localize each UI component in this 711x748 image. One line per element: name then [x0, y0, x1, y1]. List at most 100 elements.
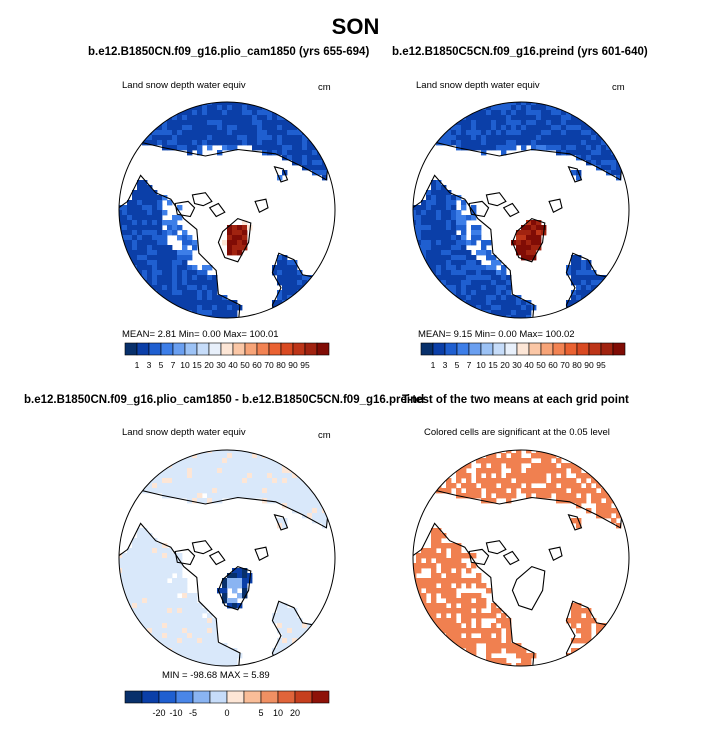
grid-cell	[606, 628, 612, 634]
colorbar-box	[528, 342, 542, 356]
grid-cell	[297, 638, 303, 644]
grid-cell	[302, 628, 308, 634]
grid-cell	[137, 483, 143, 489]
grid-cell	[317, 658, 323, 664]
grid-cell	[272, 150, 278, 156]
grid-cell	[611, 638, 617, 644]
grid-cell	[142, 240, 148, 246]
coastline	[413, 522, 535, 666]
colorbar-tick-label: 10	[273, 708, 283, 718]
grid-cell	[127, 105, 133, 111]
grid-cell	[431, 265, 437, 271]
grid-cell	[481, 468, 487, 474]
grid-cell	[476, 135, 482, 141]
grid-cell	[132, 483, 138, 489]
grid-cell	[451, 225, 457, 231]
grid-cell	[421, 628, 427, 634]
grid-cell	[536, 140, 542, 146]
grid-cell	[152, 603, 158, 609]
grid-cell	[127, 265, 133, 271]
grid-cell	[466, 633, 472, 639]
grid-cell	[267, 130, 273, 136]
grid-cell	[426, 120, 432, 126]
grid-cell	[297, 102, 303, 106]
grid-cell	[576, 450, 582, 454]
grid-cell	[431, 473, 437, 479]
grid-cell	[481, 275, 487, 281]
grid-cell	[252, 130, 258, 136]
grid-cell	[506, 290, 512, 296]
colorbar-box	[196, 342, 210, 356]
grid-cell	[142, 120, 148, 126]
grid-cell	[292, 105, 298, 111]
grid-cell	[287, 285, 293, 291]
grid-cell	[327, 468, 333, 474]
grid-cell	[242, 453, 248, 459]
grid-cell	[551, 125, 557, 131]
grid-cell	[232, 603, 238, 609]
grid-cell	[282, 102, 288, 106]
grid-cell	[119, 638, 123, 644]
grid-cell	[461, 310, 467, 316]
grid-cell	[177, 463, 183, 469]
grid-cell	[277, 618, 283, 624]
grid-cell	[431, 543, 437, 549]
grid-cell	[421, 215, 427, 221]
grid-cell	[152, 553, 158, 559]
grid-cell	[297, 653, 303, 659]
grid-cell	[167, 453, 173, 459]
grid-cell	[212, 643, 218, 649]
colorbar-box	[552, 342, 566, 356]
grid-cell	[516, 105, 522, 111]
grid-cell	[476, 315, 482, 318]
grid-cell	[421, 598, 427, 604]
grid-cell	[496, 115, 502, 121]
grid-cell	[207, 130, 213, 136]
grid-cell	[292, 290, 298, 296]
grid-cell	[157, 450, 163, 454]
grid-cell	[581, 125, 587, 131]
grid-cell	[531, 110, 537, 116]
grid-cell	[212, 623, 218, 629]
grid-cell	[192, 618, 198, 624]
grid-cell	[157, 548, 163, 554]
grid-cell	[446, 653, 452, 659]
grid-cell	[257, 120, 263, 126]
grid-cell	[122, 463, 128, 469]
grid-cell	[626, 300, 629, 306]
grid-cell	[471, 613, 477, 619]
grid-cell	[431, 563, 437, 569]
grid-cell	[591, 305, 597, 311]
grid-cell	[521, 230, 527, 236]
grid-cell	[601, 115, 607, 121]
grid-cell	[541, 493, 547, 499]
grid-cell	[461, 135, 467, 141]
colorbar-box	[277, 690, 296, 704]
grid-cell	[441, 200, 447, 206]
grid-cell	[312, 290, 318, 296]
grid-cell	[297, 150, 303, 156]
grid-cell	[262, 110, 268, 116]
grid-cell	[207, 105, 213, 111]
grid-cell	[132, 658, 138, 664]
grid-cell	[157, 453, 163, 459]
grid-cell	[421, 110, 427, 116]
grid-cell	[119, 315, 123, 318]
grid-cell	[147, 190, 153, 196]
grid-cell	[481, 628, 487, 634]
grid-cell	[242, 488, 248, 494]
grid-cell	[446, 618, 452, 624]
grid-cell	[446, 453, 452, 459]
grid-cell	[242, 593, 248, 599]
grid-cell	[197, 150, 203, 156]
grid-cell	[122, 618, 128, 624]
grid-cell	[611, 140, 617, 146]
grid-cell	[167, 145, 173, 151]
grid-cell	[451, 210, 457, 216]
grid-cell	[576, 290, 582, 296]
grid-cell	[413, 463, 417, 469]
coastline	[567, 513, 583, 531]
grid-cell	[456, 280, 462, 286]
grid-cell	[302, 315, 308, 318]
grid-cell	[127, 573, 133, 579]
